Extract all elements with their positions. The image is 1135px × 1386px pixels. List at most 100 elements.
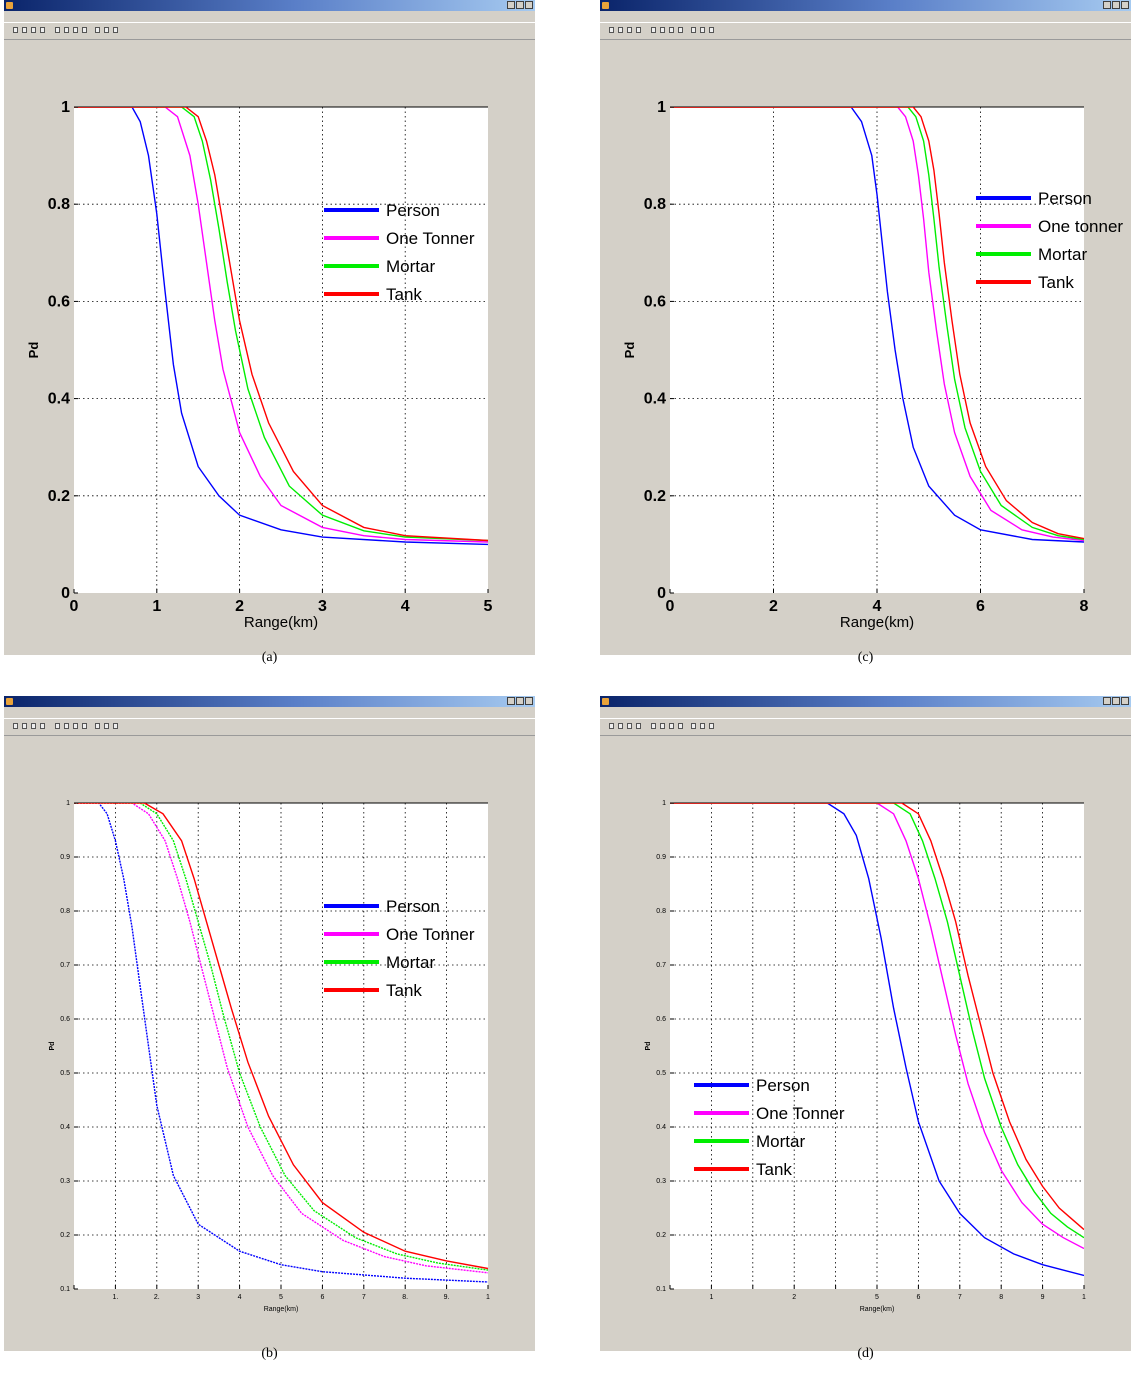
text-icon[interactable] [659,26,666,35]
series-line-person [74,803,488,1283]
figure-window-c: 0 2 4 6 8 0 0.2 0.4 0.6 0.8 1 Range(km) Pd Person One … [600,0,1131,655]
maximize-button[interactable] [516,697,524,705]
series-line-person [670,803,1084,1277]
y-tick-label: 0.2 [60,1232,70,1239]
open-icon[interactable] [21,26,28,35]
pointer-icon[interactable] [650,722,657,731]
x-tick-label: 1 [1082,1294,1086,1301]
rotate-icon[interactable] [112,26,119,35]
pointer-icon[interactable] [54,26,61,35]
arrow-icon[interactable] [668,26,675,35]
y-tick-label: 0.5 [60,1070,70,1077]
open-icon[interactable] [617,722,624,731]
x-tick-label: 2 [235,598,244,615]
save-icon[interactable] [30,722,37,731]
y-tick-label: 0.2 [644,488,666,505]
x-tick-label: 5 [875,1294,879,1301]
arrow-icon[interactable] [72,722,79,731]
minimize-button[interactable] [1103,697,1111,705]
close-button[interactable] [1121,697,1129,705]
rotate-icon[interactable] [708,26,715,35]
print-icon[interactable] [635,722,642,731]
y-tick-label: 0.2 [48,488,70,505]
x-tick-label: 1 [152,598,161,615]
minimize-button[interactable] [507,1,515,9]
zoom-out-icon-glyph [104,27,109,33]
close-button[interactable] [1121,1,1129,9]
print-icon-glyph [40,723,45,729]
maximize-button[interactable] [516,1,524,9]
panel-caption: (a) [261,650,278,665]
text-icon[interactable] [63,722,70,731]
x-tick-label: 7 [362,1294,366,1301]
y-tick-label: 0.6 [60,1016,70,1023]
pointer-icon[interactable] [54,722,61,731]
x-tick-label: 8 [999,1294,1003,1301]
x-tick-label: 9 [1041,1294,1045,1301]
line-icon[interactable] [81,26,88,35]
x-tick-label: 3 [196,1294,200,1301]
text-icon[interactable] [659,722,666,731]
new-file-icon[interactable] [12,26,19,35]
zoom-in-icon[interactable] [690,26,697,35]
line-icon[interactable] [81,722,88,731]
new-file-icon[interactable] [12,722,19,731]
x-tick-label: 0 [70,598,79,615]
arrow-icon[interactable] [668,722,675,731]
zoom-out-icon[interactable] [699,26,706,35]
minimize-button[interactable] [507,697,515,705]
print-icon[interactable] [635,26,642,35]
text-icon-glyph [660,723,665,729]
x-tick-label: 4 [401,598,410,615]
window-titlebar [4,696,535,707]
window-toolbar [4,718,535,736]
legend-entry: Tank [756,1160,792,1179]
zoom-in-icon[interactable] [94,26,101,35]
legend-entry: Mortar [1038,245,1087,264]
save-icon[interactable] [626,722,633,731]
close-button[interactable] [525,697,533,705]
x-tick-label: 1 [486,1294,490,1301]
legend: Person One Tonner Mortar Tank [694,1076,845,1179]
open-icon[interactable] [21,722,28,731]
rotate-icon-glyph [709,723,714,729]
line-icon[interactable] [677,26,684,35]
x-axis-label: Range(km) [264,1306,299,1313]
matlab-icon [6,2,13,9]
save-icon[interactable] [626,26,633,35]
print-icon[interactable] [39,26,46,35]
line-icon[interactable] [677,722,684,731]
x-tick-label: 7 [958,1294,962,1301]
window-toolbar [600,718,1131,736]
rotate-icon[interactable] [112,722,119,731]
window-toolbar [600,22,1131,40]
pointer-icon[interactable] [650,26,657,35]
new-file-icon[interactable] [608,26,615,35]
zoom-in-icon[interactable] [94,722,101,731]
close-button[interactable] [525,1,533,9]
print-icon[interactable] [39,722,46,731]
series-line-mortar [74,107,488,542]
zoom-out-icon[interactable] [103,26,110,35]
zoom-out-icon-glyph [104,723,109,729]
arrow-icon[interactable] [72,26,79,35]
minimize-button[interactable] [1103,1,1111,9]
y-tick-label: 0.9 [656,854,666,861]
maximize-button[interactable] [1112,697,1120,705]
rotate-icon[interactable] [708,722,715,731]
open-icon[interactable] [617,26,624,35]
zoom-out-icon-glyph [700,723,705,729]
y-tick-label: 0.4 [656,1124,666,1131]
x-tick-label: 8 [1080,598,1089,615]
text-icon[interactable] [63,26,70,35]
zoom-out-icon[interactable] [699,722,706,731]
zoom-out-icon[interactable] [103,722,110,731]
new-file-icon[interactable] [608,722,615,731]
maximize-button[interactable] [1112,1,1120,9]
y-tick-label: 0.8 [48,196,70,213]
figure-window-d: 1 2 5 6 7 8 9 1 0.1 0.2 0.3 0.4 0.5 0.6 0.7 0.8 0.9 1 Rang… [600,696,1131,1351]
legend-entry: Tank [1038,273,1074,292]
save-icon[interactable] [30,26,37,35]
y-axis-label: Pd [26,342,41,359]
zoom-in-icon[interactable] [690,722,697,731]
